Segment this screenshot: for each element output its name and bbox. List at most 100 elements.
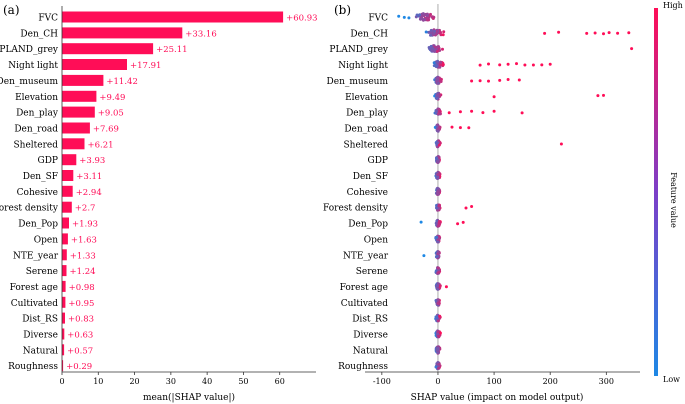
shap-point: [436, 173, 440, 176]
value-label: +1.33: [70, 251, 96, 261]
bar: [62, 249, 67, 261]
category-label: Forest age: [340, 283, 388, 293]
category-label: Diverse: [353, 331, 388, 341]
shap-point: [487, 62, 490, 66]
shap-point: [441, 33, 445, 37]
value-label: +60.93: [286, 14, 317, 24]
shap-point: [437, 270, 441, 274]
shap-point: [627, 31, 631, 35]
shap-point: [458, 126, 462, 130]
category-label: Den_road: [344, 124, 388, 134]
shap-point: [438, 314, 442, 318]
shap-point: [397, 14, 401, 18]
shap-point: [557, 30, 561, 34]
shap-point: [436, 330, 440, 334]
shap-point: [602, 93, 605, 97]
shap-point: [438, 125, 442, 129]
shap-point: [432, 64, 436, 68]
category-label: Elevation: [15, 93, 58, 103]
shap-point: [498, 78, 502, 82]
bar: [62, 106, 95, 118]
bar: [62, 170, 74, 181]
shap-point: [467, 126, 471, 130]
shap-point: [470, 79, 474, 83]
category-label: Cultivated: [341, 299, 388, 309]
value-labels: +60.93 +33.16 +25.11 +17.91 +11.42 +9.49 +9.05…: [66, 14, 317, 373]
bar: [62, 312, 65, 324]
category-label: Den_museum: [327, 77, 389, 87]
tick-label: 40: [202, 377, 212, 386]
colorbar: [654, 8, 658, 376]
shap-point: [517, 78, 521, 82]
shap-point: [424, 30, 428, 34]
shap-point: [436, 252, 440, 256]
colorbar-title: Feature value: [669, 172, 678, 228]
panel-b-label: (b): [334, 3, 351, 17]
category-label: Forest age: [10, 283, 58, 293]
shap-point: [492, 109, 496, 113]
category-label: FVC: [38, 14, 58, 24]
category-label: Diverse: [23, 331, 58, 341]
shap-point: [436, 298, 440, 302]
x-axis-title: SHAP value (impact on model output): [411, 392, 584, 403]
shap-point: [444, 285, 448, 289]
value-label: +9.05: [98, 109, 124, 119]
shap-point: [436, 346, 440, 350]
x-axis: -100 0 100 200 300: [365, 371, 640, 386]
shap-point: [427, 30, 431, 34]
category-label: NTE_year: [343, 251, 389, 261]
shap-point: [436, 266, 440, 270]
shap-point: [436, 129, 440, 133]
value-label: +1.24: [70, 267, 96, 277]
shap-point: [441, 47, 444, 51]
shap-point: [498, 63, 502, 67]
panel-a-label: (a): [3, 3, 20, 17]
value-label: +25.11: [156, 45, 187, 55]
shap-point: [487, 79, 490, 83]
shap-point: [458, 110, 462, 114]
category-labels: FVC Den_CH PLAND_grey Night light Den_museum…: [0, 14, 59, 373]
x-axis: 0 10 20 30 40 50 60: [59, 6, 316, 386]
tick-label: 0: [59, 377, 64, 386]
shap-point: [432, 61, 436, 65]
bar: [62, 122, 90, 134]
shap-point: [559, 142, 563, 146]
category-label: Serene: [356, 267, 388, 277]
shap-point: [436, 76, 440, 80]
category-label: Natural: [23, 346, 58, 356]
shap-point: [596, 94, 600, 98]
shap-point: [433, 29, 436, 33]
shap-point: [436, 351, 440, 355]
value-label: +0.29: [66, 362, 92, 372]
shap-point: [464, 206, 468, 210]
shap-point: [435, 255, 439, 258]
category-label: Forest density: [0, 204, 59, 214]
category-label: FVC: [368, 14, 388, 24]
shap-point: [429, 28, 433, 32]
category-label: Cohesive: [347, 188, 388, 198]
category-label: Den_Pop: [18, 220, 58, 230]
colorbar-low-label: Low: [663, 375, 680, 384]
bar: [62, 280, 66, 292]
shap-point: [437, 366, 441, 370]
bar: [62, 74, 104, 86]
shap-point: [430, 48, 434, 52]
shap-point: [437, 204, 441, 208]
bar: [62, 233, 68, 245]
value-label: +0.57: [67, 346, 93, 356]
shap-point: [447, 111, 451, 115]
value-label: +3.11: [76, 172, 102, 182]
value-label: +2.7: [75, 204, 96, 214]
shap-point: [435, 315, 439, 319]
tick-label: 60: [275, 377, 285, 386]
value-label: +17.91: [130, 61, 161, 71]
shap-point: [436, 192, 440, 196]
value-label: +0.83: [68, 315, 94, 325]
shap-point: [407, 16, 411, 20]
shap-point: [436, 123, 440, 127]
category-label: Den_road: [14, 124, 58, 134]
bar: [62, 360, 64, 372]
shap-point: [478, 79, 482, 83]
shap-point: [616, 31, 620, 35]
